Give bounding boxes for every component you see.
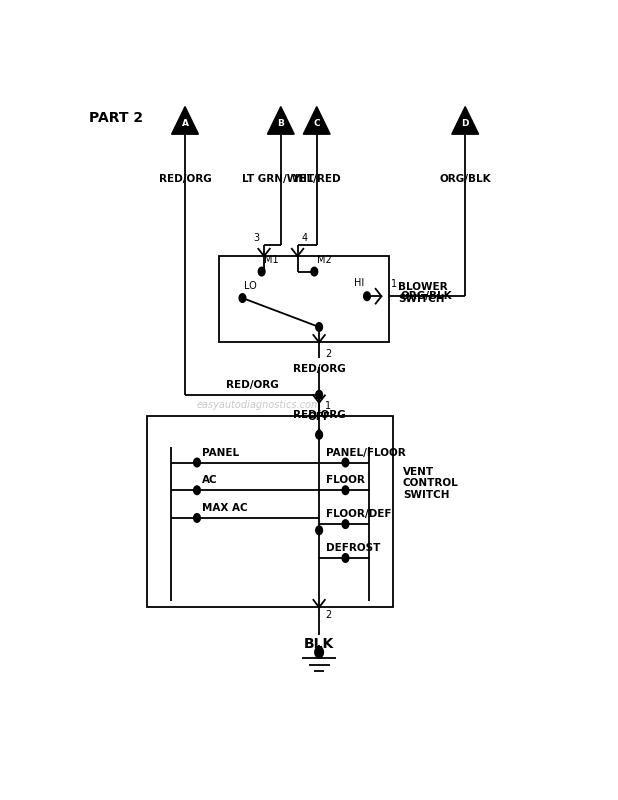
Text: BLK: BLK xyxy=(304,637,334,651)
Text: A: A xyxy=(182,119,188,128)
Circle shape xyxy=(316,526,323,534)
Text: D: D xyxy=(462,119,469,128)
Circle shape xyxy=(316,430,323,439)
Text: OFF: OFF xyxy=(308,413,331,422)
Text: M2: M2 xyxy=(317,255,331,266)
Circle shape xyxy=(239,294,246,302)
Text: M1: M1 xyxy=(264,255,279,266)
Polygon shape xyxy=(268,106,294,134)
Text: YEL/RED: YEL/RED xyxy=(292,174,341,184)
Text: AC: AC xyxy=(201,475,218,486)
Circle shape xyxy=(316,390,323,399)
Text: ORG/BLK: ORG/BLK xyxy=(400,291,452,302)
Text: FLOOR: FLOOR xyxy=(326,475,365,486)
Circle shape xyxy=(315,646,323,658)
Text: 4: 4 xyxy=(302,233,308,242)
Circle shape xyxy=(342,554,349,562)
Text: HI: HI xyxy=(354,278,365,288)
Polygon shape xyxy=(452,106,478,134)
Text: C: C xyxy=(313,119,320,128)
Text: PANEL/FLOOR: PANEL/FLOOR xyxy=(326,447,406,458)
Text: RED/ORG: RED/ORG xyxy=(226,380,279,390)
Circle shape xyxy=(311,267,318,276)
Text: DEFROST: DEFROST xyxy=(326,543,381,553)
Text: PANEL: PANEL xyxy=(201,447,239,458)
Text: VENT
CONTROL
SWITCH: VENT CONTROL SWITCH xyxy=(403,466,459,500)
Circle shape xyxy=(193,458,200,467)
Text: LT GRN/WHT: LT GRN/WHT xyxy=(242,174,315,184)
Text: LO: LO xyxy=(244,281,256,290)
Circle shape xyxy=(363,292,370,301)
Bar xyxy=(219,256,389,342)
Polygon shape xyxy=(303,106,330,134)
Bar xyxy=(146,416,394,607)
Text: 1: 1 xyxy=(391,279,397,289)
Text: RED/ORG: RED/ORG xyxy=(293,364,345,374)
Circle shape xyxy=(342,520,349,529)
Text: 2: 2 xyxy=(325,349,331,359)
Text: ORG/BLK: ORG/BLK xyxy=(439,174,491,184)
Circle shape xyxy=(316,322,323,331)
Circle shape xyxy=(193,486,200,494)
Text: PART 2: PART 2 xyxy=(89,111,143,126)
Text: 3: 3 xyxy=(254,233,260,242)
Text: FLOOR/DEF: FLOOR/DEF xyxy=(326,509,392,519)
Text: RED/ORG: RED/ORG xyxy=(159,174,211,184)
Polygon shape xyxy=(172,106,198,134)
Text: RED/ORG: RED/ORG xyxy=(293,410,345,420)
Text: 1: 1 xyxy=(325,402,331,411)
Text: 2: 2 xyxy=(325,610,331,620)
Circle shape xyxy=(193,514,200,522)
Circle shape xyxy=(342,486,349,494)
Text: MAX AC: MAX AC xyxy=(201,503,247,513)
Text: B: B xyxy=(277,119,284,128)
Circle shape xyxy=(258,267,265,276)
Text: BLOWER
SWITCH: BLOWER SWITCH xyxy=(398,282,448,304)
Circle shape xyxy=(342,458,349,467)
Text: easyautodiagnostics.com: easyautodiagnostics.com xyxy=(197,400,321,410)
